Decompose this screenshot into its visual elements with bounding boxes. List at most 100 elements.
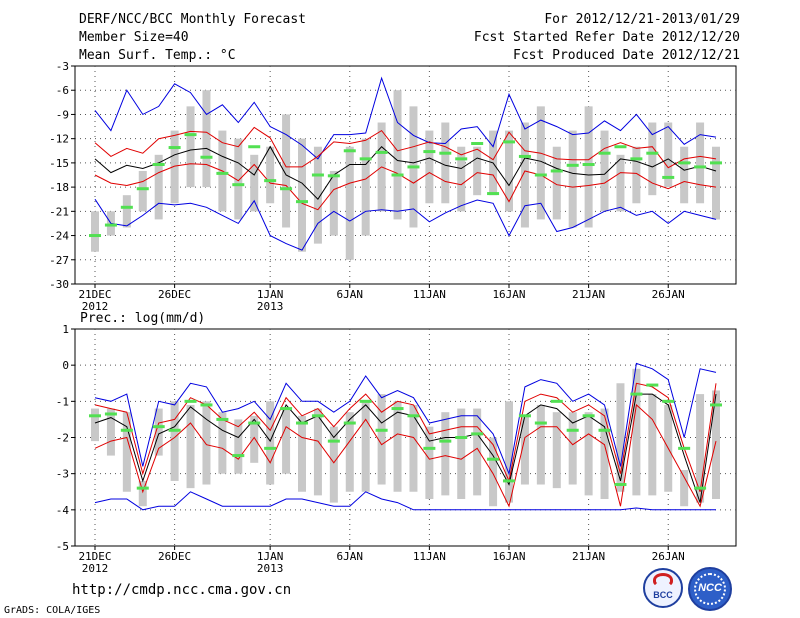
spread-box [345, 146, 354, 260]
spread-box [648, 394, 657, 496]
spread-box [170, 130, 179, 204]
spread-box [393, 401, 402, 492]
median-marker [168, 146, 181, 150]
y-tick-label: -2 [56, 432, 69, 445]
median-marker [662, 399, 675, 403]
footer-url[interactable]: http://cmdp.ncc.cma.gov.cn [72, 582, 292, 598]
median-marker [423, 150, 436, 154]
median-marker [120, 205, 133, 209]
spread-box [457, 146, 466, 212]
median-marker [646, 151, 659, 155]
spread-box [329, 170, 338, 236]
x-tick-label: 1JAN [257, 550, 284, 563]
spread-box [505, 130, 513, 212]
spread-box [616, 383, 625, 492]
median-marker [136, 187, 149, 191]
median-marker [264, 179, 277, 183]
spread-box [473, 408, 482, 496]
median-marker [296, 421, 308, 425]
median-marker [694, 165, 707, 169]
median-marker [120, 428, 133, 432]
median-marker [534, 173, 547, 177]
median-marker [471, 142, 484, 146]
spread-box [234, 138, 243, 220]
median-marker [343, 421, 356, 425]
spread-box [91, 211, 99, 252]
max-line [94, 76, 717, 160]
median-marker [375, 150, 388, 154]
spread-box [138, 170, 147, 212]
y-tick-label: -18 [49, 181, 69, 194]
y-tick-label: -24 [49, 230, 69, 243]
min-line [94, 198, 717, 251]
lower-sd-line [94, 403, 717, 508]
x-tick-label: 16JAN [492, 288, 525, 301]
lower-sd-line [94, 163, 717, 211]
ensemble-mean-line [94, 393, 717, 503]
temp-variable-label: Mean Surf. Temp.: °C [79, 48, 236, 63]
forecast-period: For 2012/12/21-2013/01/29 [544, 12, 740, 27]
member-size: Member Size=40 [79, 30, 189, 45]
median-marker [598, 428, 611, 432]
spread-box [186, 106, 195, 188]
median-marker [168, 428, 181, 432]
spread-box [520, 122, 529, 228]
median-marker [598, 151, 611, 155]
median-marker [550, 169, 563, 173]
median-marker [280, 187, 293, 191]
y-tick-label: -6 [56, 84, 69, 97]
median-marker [89, 234, 101, 238]
spread-box [505, 401, 513, 503]
spread-box [425, 426, 434, 499]
spread-box [648, 122, 657, 196]
spread-box [298, 415, 306, 492]
spread-box [361, 138, 370, 236]
spread-box [377, 394, 386, 485]
median-marker [152, 425, 165, 429]
spread-box [266, 401, 275, 485]
median-marker [359, 399, 372, 403]
spread-box [712, 146, 720, 220]
median-marker [678, 446, 691, 450]
spread-box [600, 130, 609, 212]
max-line [94, 362, 717, 476]
spread-box [361, 401, 370, 492]
median-marker [614, 145, 627, 149]
y-tick-label: -5 [56, 540, 69, 553]
median-marker [582, 163, 595, 167]
median-marker [662, 175, 675, 179]
spread-box [154, 154, 163, 220]
spread-box [122, 195, 131, 228]
bcc-logo: BCC [643, 568, 683, 608]
x-tick-year-label: 2012 [82, 562, 109, 575]
grads-credit: GrADS: COLA/IGES [4, 605, 101, 616]
ensemble-mean-line [94, 145, 717, 200]
median-marker [630, 392, 643, 396]
median-marker [232, 183, 245, 187]
ncc-logo-globe-icon [694, 573, 726, 605]
median-marker [184, 133, 197, 137]
prec-variable-label: Prec.: log(mm/d) [80, 311, 205, 326]
median-marker [216, 417, 229, 421]
x-tick-label: 21JAN [572, 550, 605, 563]
spread-box [154, 408, 163, 456]
spread-box [489, 437, 498, 507]
spread-box [313, 146, 322, 244]
spread-box [393, 90, 402, 220]
upper-sd-line [94, 126, 717, 169]
median-marker [200, 403, 213, 407]
y-tick-label: -15 [49, 157, 69, 170]
x-tick-label: 21DEC [78, 550, 111, 563]
y-tick-label: 0 [62, 359, 69, 372]
x-tick-label: 26DEC [158, 550, 191, 563]
spread-box [632, 146, 641, 204]
spread-box [202, 90, 211, 188]
median-marker [280, 407, 293, 411]
median-marker [439, 439, 452, 443]
spread-box [250, 154, 259, 212]
median-marker [264, 446, 277, 450]
spread-box [584, 106, 593, 228]
y-tick-label: -21 [49, 205, 69, 218]
